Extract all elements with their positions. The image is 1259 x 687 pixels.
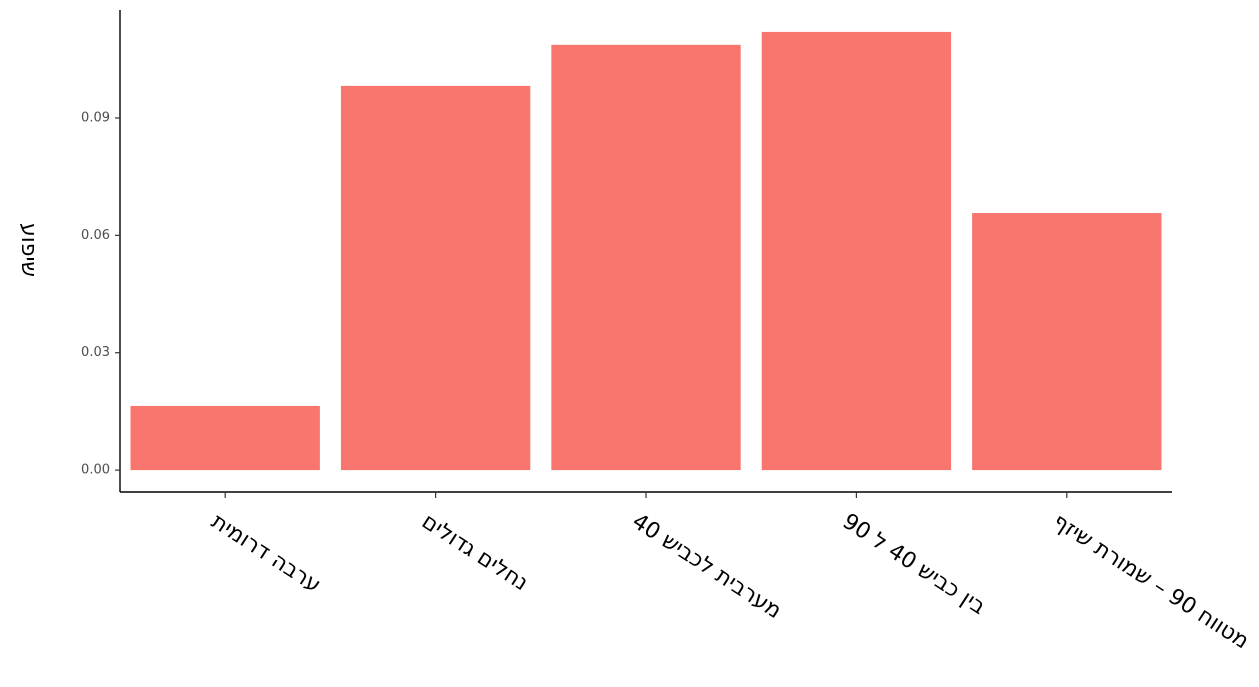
x-tick-label: בין כביש 40 ל 90 bbox=[838, 509, 990, 620]
y-tick-label: 0.03 bbox=[81, 345, 110, 360]
bar bbox=[340, 85, 531, 471]
y-tick-label: 0.06 bbox=[81, 228, 110, 243]
x-tick-label: מערבית לכביש 40 bbox=[627, 509, 785, 624]
bar bbox=[551, 44, 741, 471]
bar bbox=[761, 31, 952, 471]
y-axis-label: שיפוע bbox=[16, 223, 41, 277]
y-tick-label: 0.09 bbox=[81, 110, 110, 125]
x-tick-label: נחלים גדולים bbox=[417, 509, 532, 596]
x-tick-label: ערבה דרומית bbox=[207, 509, 325, 598]
x-tick-label: מטווח 90 – שמורת שיזף bbox=[1048, 509, 1253, 654]
bar bbox=[972, 213, 1162, 471]
y-tick-label: 0.00 bbox=[81, 463, 110, 478]
bar bbox=[130, 405, 320, 471]
